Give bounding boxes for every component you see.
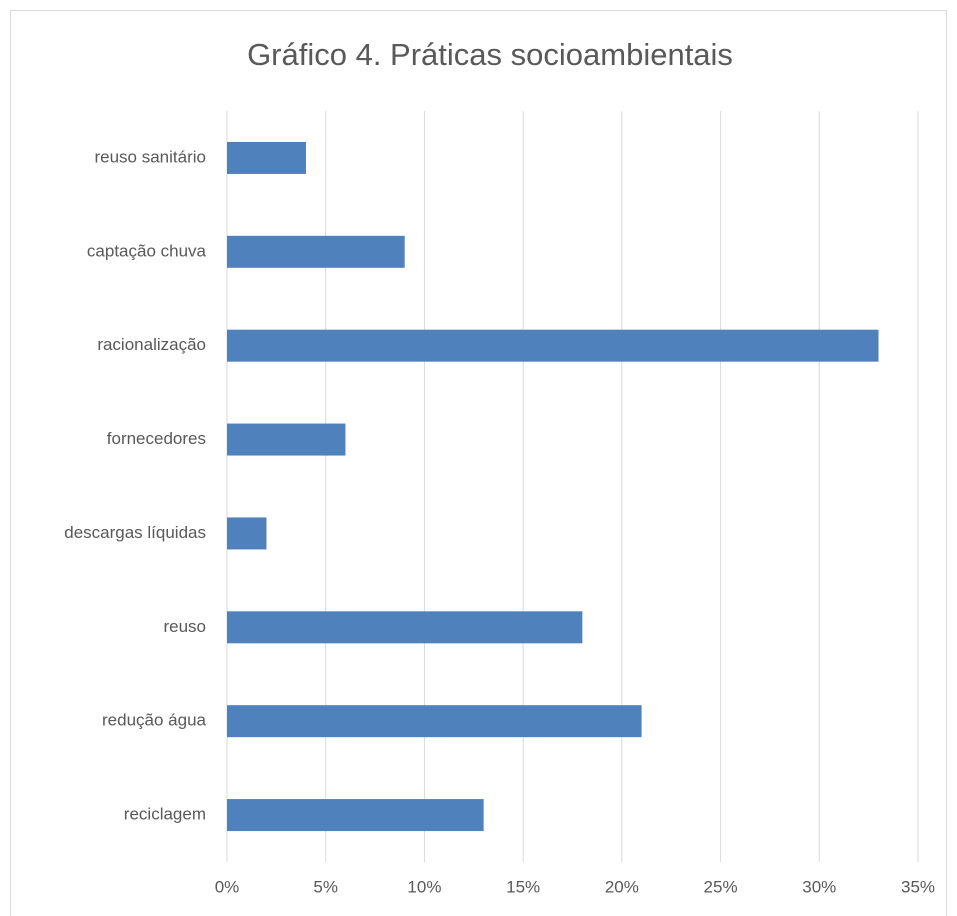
bar bbox=[227, 235, 405, 268]
y-tick-label: descargas líquidas bbox=[64, 523, 206, 542]
y-tick-label: reuso bbox=[163, 617, 206, 636]
x-tick-label: 0% bbox=[215, 877, 240, 896]
y-tick-label: reciclagem bbox=[124, 805, 206, 824]
chart-frame bbox=[10, 10, 947, 916]
y-tick-label: reuso sanitário bbox=[94, 147, 206, 166]
bar bbox=[227, 141, 306, 174]
x-tick-label: 5% bbox=[313, 877, 338, 896]
x-tick-label: 20% bbox=[605, 877, 639, 896]
y-tick-label: captação chuva bbox=[87, 241, 207, 260]
x-tick-label: 10% bbox=[407, 877, 441, 896]
chart-title: Gráfico 4. Práticas socioambientais bbox=[247, 37, 733, 72]
x-tick-label: 25% bbox=[704, 877, 738, 896]
bar bbox=[227, 517, 267, 550]
bar bbox=[227, 799, 484, 832]
y-tick-label: redução água bbox=[102, 711, 207, 730]
y-tick-label: racionalização bbox=[97, 335, 206, 354]
x-tick-label: 35% bbox=[901, 877, 935, 896]
y-tick-label: fornecedores bbox=[107, 429, 206, 448]
bar bbox=[227, 329, 879, 362]
bar bbox=[227, 611, 583, 644]
bar bbox=[227, 423, 346, 456]
x-tick-label: 30% bbox=[802, 877, 836, 896]
x-tick-label: 15% bbox=[506, 877, 540, 896]
bar bbox=[227, 705, 642, 738]
